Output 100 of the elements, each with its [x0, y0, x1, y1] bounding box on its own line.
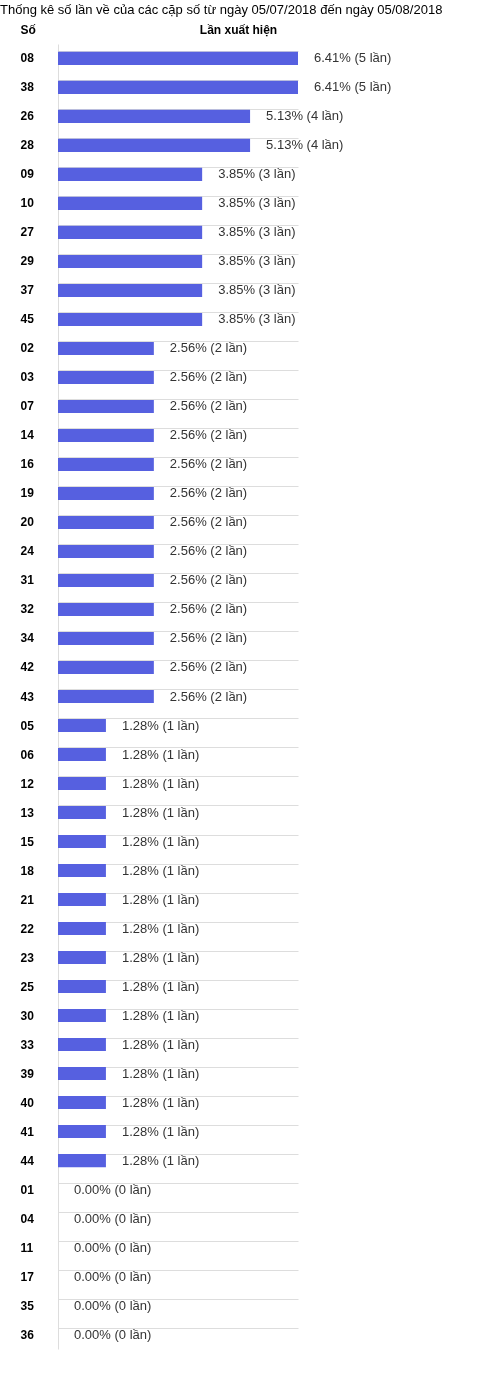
bar [58, 922, 106, 936]
bar [58, 109, 251, 123]
y-tick-label: 13 [20, 805, 35, 820]
y-tick-label: 43 [20, 689, 35, 704]
y-axis-title: Số [20, 22, 36, 37]
data-label: 1.28% (1 lần) [121, 775, 200, 791]
bar [58, 1067, 106, 1081]
data-label: 2.56% (2 lần) [169, 572, 248, 588]
data-label: 1.28% (1 lần) [121, 717, 200, 733]
data-label: 6.41% (5 lần) [314, 50, 392, 66]
y-tick-label: 27 [20, 225, 35, 240]
y-tick-label: 07 [20, 399, 35, 414]
y-tick-label: 01 [20, 1182, 35, 1197]
y-tick-label: 41 [20, 1124, 35, 1139]
y-tick-label: 35 [20, 1298, 35, 1313]
data-label: 1.28% (1 lần) [121, 1036, 200, 1052]
bar [58, 196, 203, 210]
data-label: 0.00% (0 lần) [74, 1297, 152, 1313]
bar [58, 980, 106, 994]
y-tick-label: 39 [20, 1066, 35, 1081]
bar [58, 515, 154, 529]
data-label: 1.28% (1 lần) [121, 1065, 200, 1081]
bar [58, 776, 106, 791]
data-label: 2.56% (2 lần) [169, 369, 248, 385]
y-tick-label: 32 [20, 602, 35, 617]
data-label: 1.28% (1 lần) [121, 833, 200, 849]
y-tick-label: 20 [20, 515, 35, 530]
data-label: 3.85% (3 lần) [218, 224, 296, 240]
data-label: 2.56% (2 lần) [169, 514, 248, 530]
bar [58, 573, 154, 587]
data-label: 3.85% (3 lần) [218, 166, 296, 182]
y-tick-label: 37 [20, 283, 35, 298]
data-label: 1.28% (1 lần) [121, 978, 200, 994]
data-label: 1.28% (1 lần) [121, 1007, 200, 1023]
y-tick-label: 34 [20, 631, 35, 646]
y-tick-label: 02 [20, 341, 35, 356]
bar [58, 602, 154, 617]
y-tick-label: 28 [20, 138, 35, 153]
bar [58, 399, 154, 413]
data-label: 2.56% (2 lần) [169, 340, 248, 356]
y-tick-label: 21 [20, 892, 35, 907]
y-tick-label: 19 [20, 486, 35, 501]
data-label: 1.28% (1 lần) [121, 1123, 200, 1139]
y-tick-label: 38 [20, 80, 35, 95]
bar [58, 893, 106, 907]
data-label: 1.28% (1 lần) [121, 891, 200, 907]
y-tick-label: 08 [20, 51, 35, 66]
y-tick-label: 12 [20, 776, 35, 791]
y-tick-label: 36 [20, 1327, 35, 1342]
bar [58, 457, 154, 471]
data-label: 2.56% (2 lần) [169, 543, 248, 559]
y-tick-label: 22 [20, 921, 35, 936]
y-tick-label: 42 [20, 660, 35, 675]
bar [58, 1154, 106, 1168]
bar [58, 689, 154, 704]
y-tick-label: 18 [20, 863, 35, 878]
data-label: 0.00% (0 lần) [74, 1181, 152, 1197]
y-tick-label: 11 [20, 1240, 34, 1255]
data-label: 0.00% (0 lần) [74, 1326, 152, 1342]
y-tick-label: 05 [20, 718, 35, 733]
y-tick-label: 29 [20, 254, 35, 269]
data-label: 2.56% (2 lần) [169, 456, 248, 472]
bar [58, 864, 106, 878]
data-label: 1.28% (1 lần) [121, 1152, 200, 1168]
bar [58, 167, 203, 181]
y-tick-label: 23 [20, 950, 35, 965]
data-label: 3.85% (3 lần) [218, 195, 296, 211]
data-label: 1.28% (1 lần) [121, 1094, 200, 1110]
data-label: 2.56% (2 lần) [169, 398, 248, 414]
bar [58, 341, 154, 355]
y-tick-label: 16 [20, 457, 35, 472]
y-tick-label: 14 [20, 428, 35, 443]
y-tick-label: 45 [20, 312, 35, 327]
bar [58, 544, 154, 558]
bar [58, 1038, 106, 1052]
bar [58, 138, 251, 152]
data-label: 0.00% (0 lần) [74, 1239, 152, 1255]
data-label: 2.56% (2 lần) [169, 485, 248, 501]
y-tick-label: 25 [20, 979, 35, 994]
data-label: 6.41% (5 lần) [314, 79, 392, 95]
data-label: 3.85% (3 lần) [218, 311, 296, 327]
y-tick-label: 10 [20, 196, 35, 211]
data-label: 2.56% (2 lần) [169, 427, 248, 443]
data-label: 1.28% (1 lần) [121, 949, 200, 965]
bar [58, 225, 203, 239]
data-label: 1.28% (1 lần) [121, 920, 200, 936]
bar [58, 1009, 106, 1023]
y-tick-label: 15 [20, 834, 35, 849]
bar [58, 1096, 106, 1110]
y-tick-label: 24 [20, 544, 35, 559]
data-label: 2.56% (2 lần) [169, 601, 248, 617]
bar [58, 486, 154, 500]
data-label: 3.85% (3 lần) [218, 282, 296, 298]
data-label: 2.56% (2 lần) [169, 630, 248, 646]
y-tick-label: 04 [20, 1211, 35, 1226]
x-axis-title: Lần xuất hiện [199, 22, 278, 37]
bar [58, 1125, 106, 1139]
y-tick-label: 44 [20, 1153, 35, 1168]
bar [58, 283, 203, 297]
bar [58, 370, 154, 384]
